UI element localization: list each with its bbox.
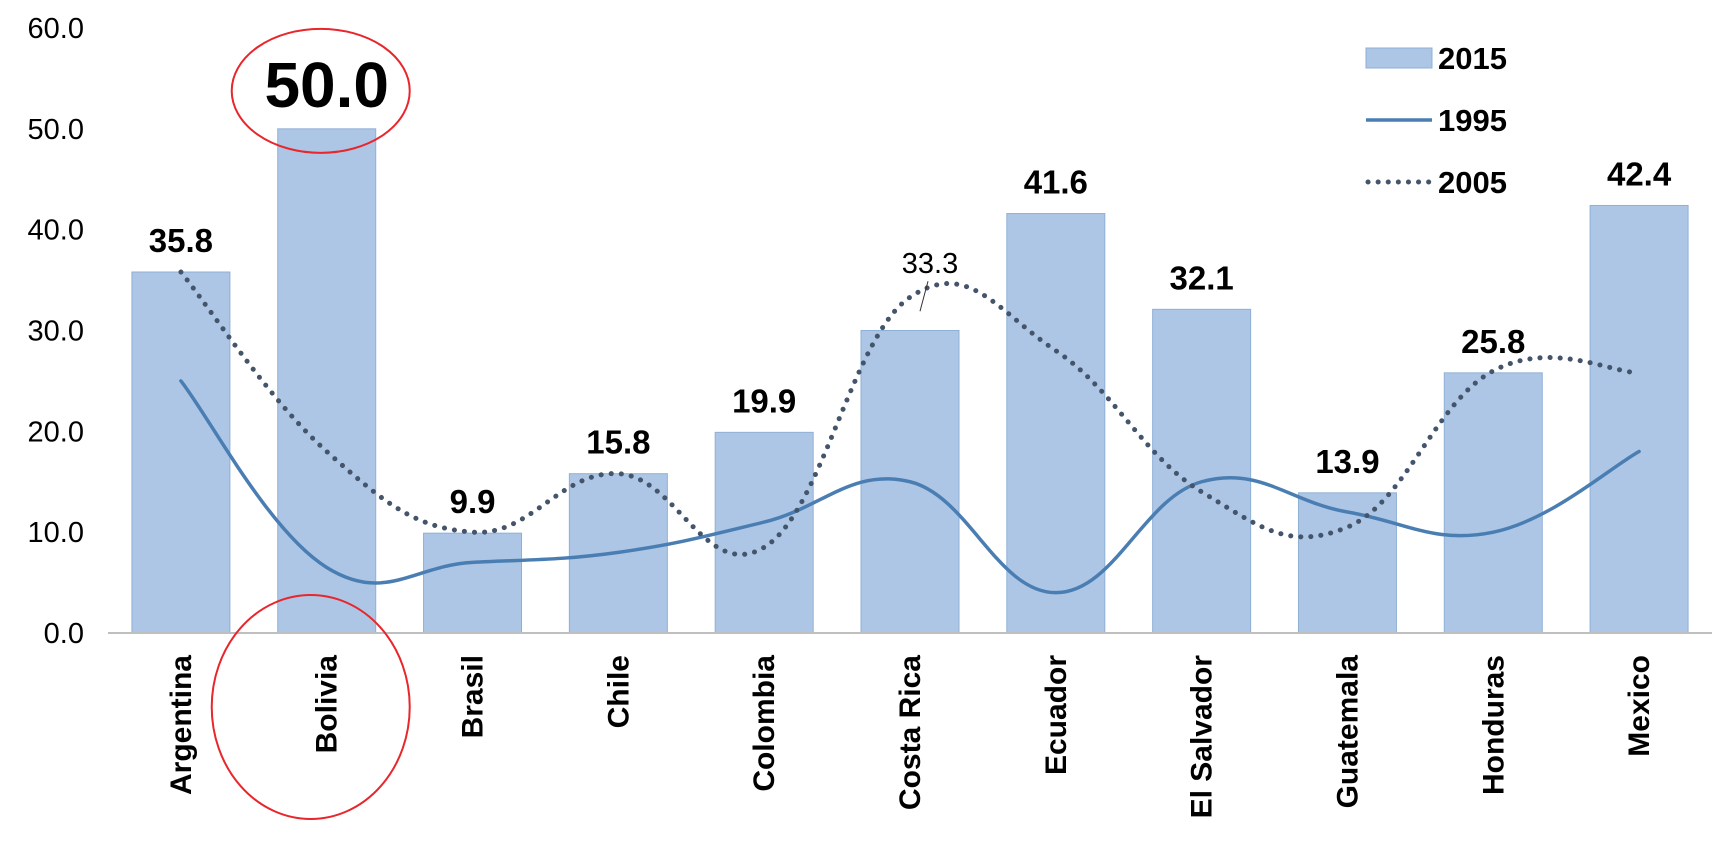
series-line-1995: [179, 379, 1641, 595]
data-label: 19.9: [732, 382, 796, 419]
x-axis: Argentina Bolivia Brasil Chile Colombia Costa…: [108, 632, 1712, 819]
data-label-leader: [919, 281, 929, 312]
highlights: [210, 27, 411, 820]
highlight-circle-category: [210, 594, 411, 820]
data-label: 33.3: [902, 248, 958, 280]
category-label: Costa Rica: [894, 655, 927, 810]
category-label: Ecuador: [1040, 655, 1073, 775]
category-label: Chile: [602, 655, 635, 728]
category-label: Argentina: [165, 655, 198, 795]
data-label: 41.6: [1024, 164, 1088, 201]
legend-swatch: [1365, 47, 1433, 69]
y-tick-label: 20.0: [28, 416, 84, 448]
bar-honduras: [1443, 372, 1543, 634]
bar-colombia: [714, 431, 814, 634]
y-tick-label: 30.0: [28, 316, 84, 348]
bar-bolivia: [277, 128, 377, 634]
bar-ecuador: [1006, 213, 1106, 634]
data-label: 9.9: [450, 483, 496, 520]
bar-el-salvador: [1152, 308, 1252, 634]
series-line-2005: [178, 269, 1642, 557]
category-label: Honduras: [1477, 655, 1510, 795]
category-label: El Salvador: [1186, 655, 1219, 819]
data-label: 13.9: [1315, 443, 1379, 480]
data-labels: 35.8 50.0 9.9 15.8 19.9 33.3 41.6 32.1 13.9 25.8 4…: [149, 49, 1672, 520]
y-tick-label: 40.0: [28, 215, 84, 247]
legend-label: 2005: [1438, 165, 1507, 200]
legend-label: 2015: [1438, 41, 1507, 76]
category-label: Brasil: [457, 655, 490, 738]
data-label: 35.8: [149, 222, 213, 259]
data-label: 32.1: [1170, 259, 1234, 296]
highlight-circle-value: [230, 27, 411, 154]
category-label: Guatemala: [1331, 655, 1364, 809]
bar-brasil: [423, 532, 523, 634]
data-label: 42.4: [1607, 155, 1672, 192]
bar-guatemala: [1297, 492, 1397, 634]
legend-label: 1995: [1438, 103, 1507, 138]
y-axis: 0.0 10.0 20.0 30.0 40.0 50.0 60.0: [28, 13, 84, 650]
category-label: Bolivia: [311, 655, 344, 754]
category-label: Mexico: [1623, 655, 1656, 757]
bar-argentina: [131, 271, 231, 634]
lines: [178, 269, 1642, 595]
y-tick-label: 10.0: [28, 517, 84, 549]
bar-mexico: [1589, 204, 1689, 634]
category-label: Colombia: [748, 655, 781, 792]
data-label: 50.0: [264, 49, 389, 121]
bars: [131, 128, 1689, 634]
data-label: 25.8: [1461, 323, 1525, 360]
y-tick-label: 50.0: [28, 114, 84, 146]
y-tick-label: 0.0: [44, 618, 84, 650]
data-label: 15.8: [586, 424, 650, 461]
y-tick-label: 60.0: [28, 13, 84, 45]
legend: 2015 1995 2005: [1365, 41, 1507, 200]
